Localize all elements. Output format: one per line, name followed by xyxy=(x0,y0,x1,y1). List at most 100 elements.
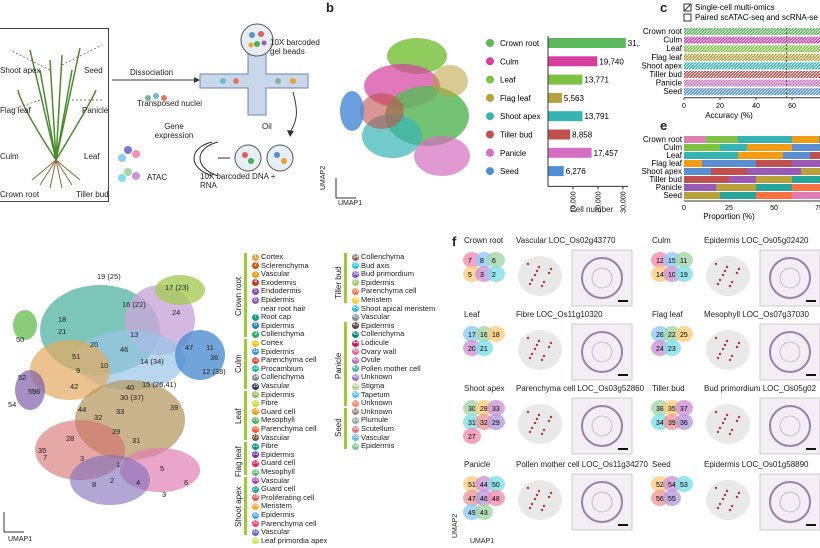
stacked-segment xyxy=(738,152,783,159)
group-label: Seed xyxy=(334,418,343,438)
umap-cluster-label: 24 xyxy=(172,308,181,317)
scale-bar xyxy=(806,374,816,376)
tissue-section-inner xyxy=(591,341,613,363)
cluster-blob xyxy=(487,490,505,506)
expression-dot xyxy=(718,426,722,430)
cluster-legend-item: 22 Fibre xyxy=(252,441,278,451)
stacked-segment xyxy=(738,136,792,143)
cluster-blob xyxy=(663,490,681,506)
legend-label: Seed xyxy=(500,167,519,176)
tissue-title: Leaf xyxy=(464,310,480,319)
cluster-name: Vascular xyxy=(361,312,390,322)
umap-cluster-label: 46 xyxy=(120,345,129,354)
cluster-blob xyxy=(487,476,505,492)
expression-dot xyxy=(535,269,539,273)
cluster-name: Bud axis xyxy=(361,260,390,270)
expression-dot xyxy=(723,269,727,273)
cluster-number: 31 xyxy=(468,420,476,427)
expression-dot xyxy=(737,491,741,495)
cluster-legend-item: 7 Root cap xyxy=(252,312,291,322)
cluster-legend-item: 30 Epidermis xyxy=(252,510,294,520)
tissue-title: Tiller bud xyxy=(652,384,685,393)
cluster-color-dot: 3 xyxy=(252,270,259,278)
cluster-legend-item: 33 Leaf primordia apex xyxy=(252,536,327,546)
tissue-section-inner xyxy=(779,341,801,363)
umap-cluster-label: 15 (26,41) xyxy=(142,380,177,389)
expression-dot xyxy=(716,430,720,434)
gene-title: Parenchyma cell LOC_Os03g52860 xyxy=(516,384,645,393)
category-label: Panicle xyxy=(656,79,683,88)
x-tick-label: 30,000 xyxy=(621,191,628,213)
cluster-color-dot: 28 xyxy=(252,494,259,502)
umap-cluster-label: 9 xyxy=(76,366,81,375)
bar-value-label: 8,858 xyxy=(572,131,593,140)
cluster-number: 22 xyxy=(668,332,676,339)
stacked-segment xyxy=(702,160,756,167)
cluster-color-dot: 46 xyxy=(352,356,359,364)
expression-dot xyxy=(721,273,725,277)
tissue-box xyxy=(0,28,109,202)
expression-dot xyxy=(540,432,544,436)
stacked-segment xyxy=(720,144,747,151)
cluster-number: 15 xyxy=(668,258,676,265)
expression-dot xyxy=(547,495,551,499)
expression-umap xyxy=(706,330,750,370)
expression-dot xyxy=(526,336,530,340)
workflow-diagram xyxy=(112,23,309,182)
cluster-number: 55 xyxy=(668,496,676,503)
expression-dot xyxy=(549,491,553,495)
cluster-blob xyxy=(475,504,493,520)
expression-dot xyxy=(526,486,530,490)
cluster-name: Vascular xyxy=(261,475,290,485)
cluster-number: 30 xyxy=(468,406,476,413)
umap-cluster-label: 20 xyxy=(90,340,99,349)
cluster-number: 14 xyxy=(656,272,664,279)
cluster-legend-item: 23 Epidermis xyxy=(252,450,294,460)
expression-dot xyxy=(530,352,534,356)
tissue-section xyxy=(581,257,623,299)
stacked-segment xyxy=(756,160,792,167)
tissue-section xyxy=(581,405,623,447)
expression-dot xyxy=(537,413,541,417)
stacked-segment xyxy=(783,152,810,159)
cluster-legend-item: 35 Bud axis xyxy=(352,260,390,271)
bar-value-label: 17,457 xyxy=(594,149,619,158)
expression-dot xyxy=(716,506,720,510)
cluster-color-dot: 17 xyxy=(252,399,259,407)
cluster-legend-item: 21 Vascular xyxy=(252,433,290,443)
cluster-number: 44 xyxy=(480,482,488,489)
expression-dot xyxy=(533,421,537,425)
bar xyxy=(548,111,583,122)
expression-dot xyxy=(721,421,725,425)
legend-label: Paired scATAC-seq and scRNA-se xyxy=(695,13,818,22)
group-bar xyxy=(344,253,347,303)
group-bar xyxy=(344,407,347,449)
expression-dot xyxy=(735,419,739,423)
expression-dot xyxy=(535,343,539,347)
cluster-color-dot: 41 xyxy=(352,313,359,321)
cluster-legend-item: 52 Unknown xyxy=(352,407,392,417)
cluster-legend-item: 40 Shoot apical meristem xyxy=(352,304,435,314)
stacked-segment xyxy=(684,192,720,199)
cluster-legend-item: 39 Meristem xyxy=(352,295,392,305)
expression-dot xyxy=(542,504,546,508)
stacked-segment xyxy=(792,144,820,151)
tissue-title: Crown root xyxy=(464,236,504,245)
legend-swatch-open xyxy=(683,13,692,22)
group-label: Leaf xyxy=(234,408,243,425)
cluster-name: Meristem xyxy=(261,501,292,511)
cluster-color-dot: 1 xyxy=(252,253,259,261)
cluster-name: Mesophyll xyxy=(261,415,295,425)
category-label: Shoot apex xyxy=(642,167,682,176)
category-label: Leaf xyxy=(666,44,682,53)
cluster-name: Collenchyma xyxy=(261,329,305,339)
umap-cluster-label: 50 xyxy=(16,335,25,344)
stacked-segment xyxy=(684,152,738,159)
tissue-label-crown-root: Crown root xyxy=(0,190,40,199)
cluster-name: Vascular xyxy=(261,527,290,537)
stacked-segment xyxy=(716,184,756,191)
atac-label: ATAC xyxy=(147,173,168,182)
expression-dot xyxy=(535,417,539,421)
tissue-section-inner xyxy=(591,267,613,289)
